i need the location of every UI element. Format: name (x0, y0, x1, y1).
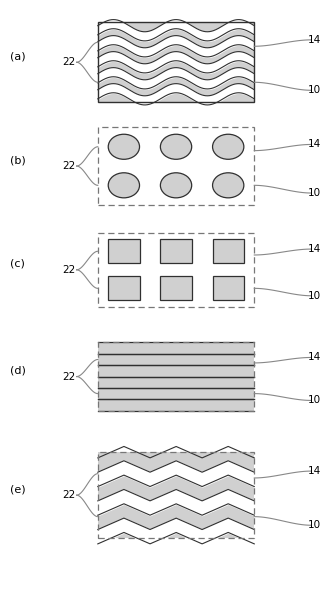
Bar (98, 343, 254, 410)
Text: (c): (c) (10, 259, 25, 269)
Text: 10: 10 (308, 291, 321, 301)
Text: 14: 14 (308, 352, 321, 362)
Text: 22: 22 (62, 490, 75, 500)
Bar (98, 127, 254, 205)
Text: 10: 10 (308, 85, 321, 95)
Bar (98, 452, 254, 538)
Bar (98, 399, 254, 410)
Text: 14: 14 (308, 466, 321, 476)
Text: 22: 22 (62, 161, 75, 171)
Bar (98, 22, 254, 103)
Text: 14: 14 (308, 35, 321, 45)
Ellipse shape (160, 134, 192, 160)
Text: 22: 22 (62, 372, 75, 381)
Ellipse shape (108, 134, 140, 160)
Ellipse shape (213, 173, 244, 198)
Bar (98, 127, 254, 205)
Bar (98, 233, 254, 307)
Text: (d): (d) (10, 366, 26, 375)
Bar (108, 276, 140, 301)
Bar (98, 343, 254, 354)
Text: (e): (e) (10, 484, 25, 494)
Text: 14: 14 (308, 244, 321, 254)
Text: 10: 10 (308, 396, 321, 406)
Text: 14: 14 (308, 139, 321, 149)
Text: 22: 22 (62, 58, 75, 67)
Bar (160, 276, 192, 301)
Text: 10: 10 (308, 188, 321, 198)
Bar (98, 365, 254, 377)
Text: (a): (a) (10, 52, 25, 61)
Bar (98, 22, 254, 103)
Text: 22: 22 (62, 265, 75, 275)
Bar (108, 239, 140, 263)
Text: 10: 10 (308, 520, 321, 530)
Bar (98, 377, 254, 388)
Bar (160, 239, 192, 263)
Bar (98, 388, 254, 399)
Bar (98, 354, 254, 365)
Ellipse shape (160, 173, 192, 198)
Bar (98, 233, 254, 307)
Bar (98, 343, 254, 410)
Text: (b): (b) (10, 155, 25, 165)
Bar (213, 276, 244, 301)
Bar (213, 239, 244, 263)
Bar (98, 452, 254, 538)
Ellipse shape (213, 134, 244, 160)
Ellipse shape (108, 173, 140, 198)
